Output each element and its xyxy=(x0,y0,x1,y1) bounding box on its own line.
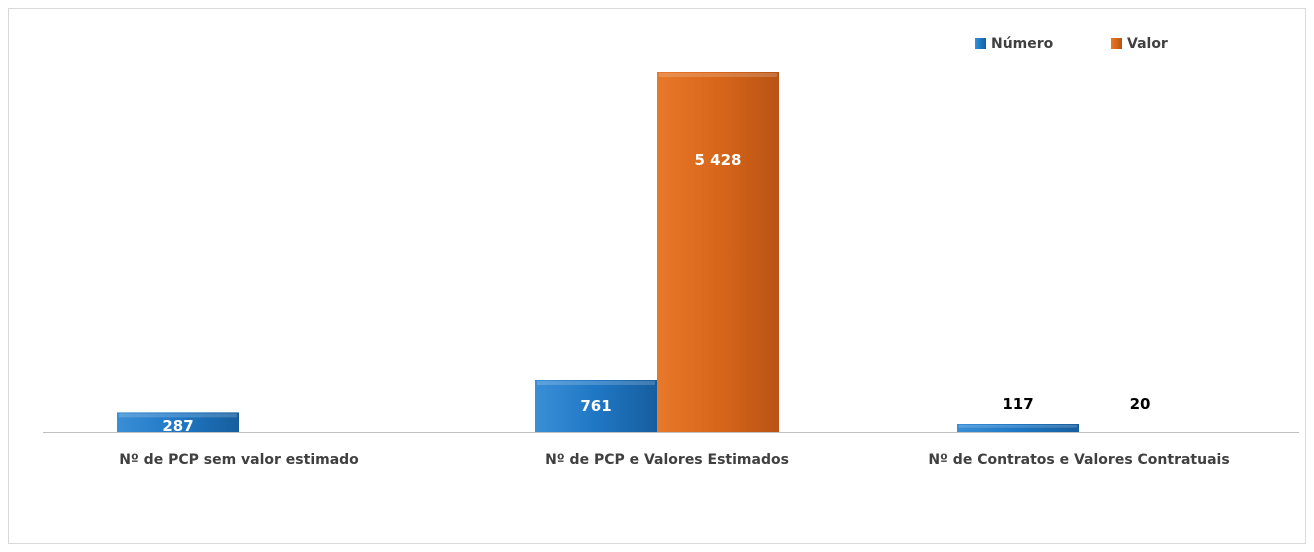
valor-data-label-2: 20 xyxy=(1130,395,1151,413)
numero-bar-0 xyxy=(117,412,239,432)
valor-bar-1 xyxy=(657,72,779,432)
legend-label-valor: Valor xyxy=(1127,36,1168,52)
legend-label-numero: Número xyxy=(991,36,1054,52)
numero-bar-highlight-2 xyxy=(959,425,1077,428)
bar-chart: Número Valor Nº de PCP sem valor estimado… xyxy=(43,36,1299,468)
numero-bar-2 xyxy=(957,424,1079,432)
category-labels: Nº de PCP sem valor estimado Nº de PCP e … xyxy=(119,452,1229,468)
data-labels: 287 761 117 5 428 20 xyxy=(162,151,1150,435)
numero-data-label-1: 761 xyxy=(580,397,611,415)
legend: Número Valor xyxy=(975,36,1168,52)
chart-frame: Número Valor Nº de PCP sem valor estimado… xyxy=(8,8,1306,544)
legend-swatch-numero xyxy=(975,38,986,49)
numero-bar-highlight-0 xyxy=(119,413,237,418)
category-label-1: Nº de PCP e Valores Estimados xyxy=(545,452,789,468)
category-label-0: Nº de PCP sem valor estimado xyxy=(119,452,359,468)
category-label-2: Nº de Contratos e Valores Contratuais xyxy=(928,452,1229,468)
numero-data-label-2: 117 xyxy=(1002,395,1033,413)
numero-data-label-0: 287 xyxy=(162,417,193,435)
bars-group xyxy=(117,72,1079,432)
valor-bar-highlight-1 xyxy=(659,73,777,77)
numero-bar-highlight-1 xyxy=(537,381,655,385)
legend-swatch-valor xyxy=(1111,38,1122,49)
valor-data-label-1: 5 428 xyxy=(695,151,742,169)
numero-bar-1 xyxy=(535,380,657,432)
